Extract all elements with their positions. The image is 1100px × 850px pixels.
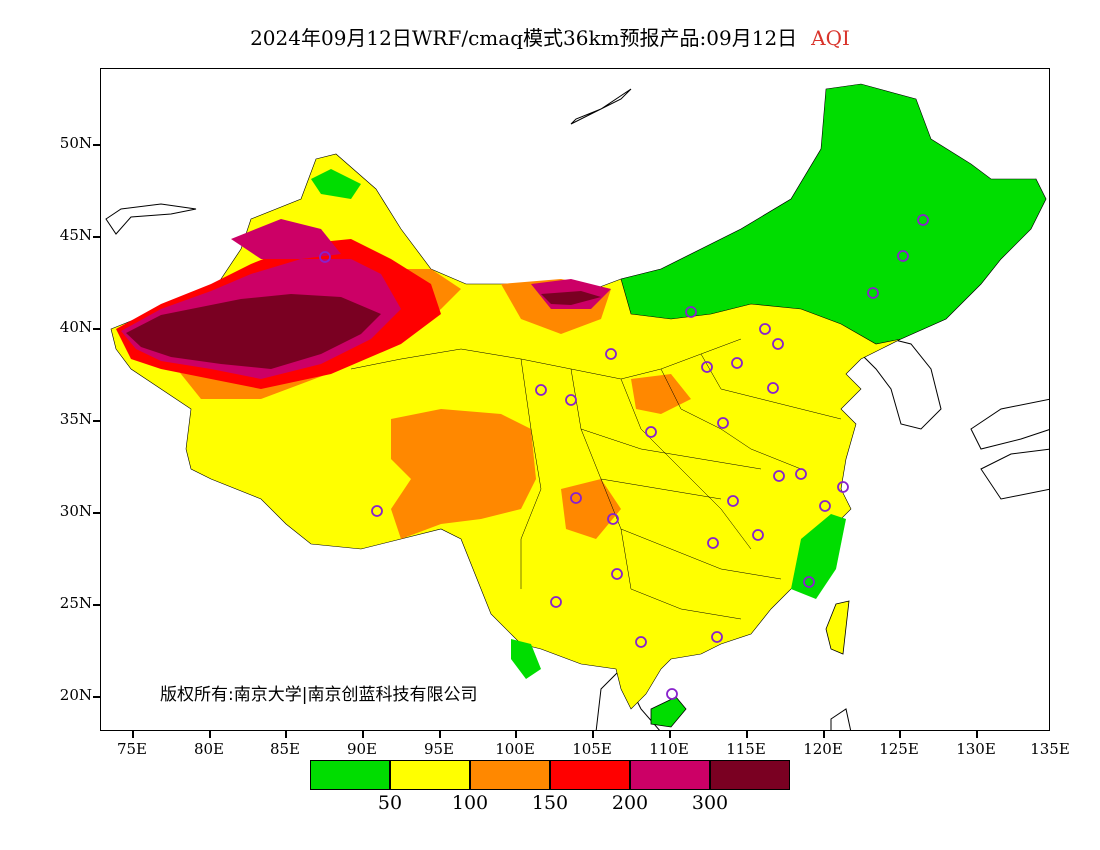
lon-tick: [439, 731, 441, 738]
region-orange-sichuan: [561, 479, 621, 539]
lon-label-80e: 80E: [193, 740, 225, 758]
region-very-unhealthy-north: [231, 219, 341, 259]
map-frame: [100, 68, 1050, 731]
coast-japan-south: [980, 448, 1049, 500]
lat-tick: [93, 512, 100, 514]
lat-tick: [93, 696, 100, 698]
lon-tick: [285, 731, 287, 738]
lat-label-35n: 35N: [59, 410, 92, 428]
legend-swatch-hazardous: [710, 760, 790, 790]
region-good-northwest: [311, 169, 361, 199]
legend-swatch-unhealthy: [550, 760, 630, 790]
legend-swatch-sensitive: [470, 760, 550, 790]
region-orange-tibet: [391, 409, 536, 539]
lon-label-105e: 105E: [572, 740, 612, 758]
legend-label-100: 100: [451, 792, 489, 814]
province-boundaries: [350, 338, 842, 620]
lat-tick: [93, 604, 100, 606]
legend-label-50: 50: [377, 792, 403, 814]
lat-tick: [93, 420, 100, 422]
lon-label-75e: 75E: [116, 740, 148, 758]
map-title-main: 2024年09月12日WRF/cmaq模式36km预报产品:09月12日: [250, 26, 798, 50]
lon-label-95e: 95E: [423, 740, 455, 758]
legend-label-150: 150: [531, 792, 569, 814]
copyright-text: 版权所有:南京大学|南京创蓝科技有限公司: [160, 685, 478, 705]
lon-label-85e: 85E: [269, 740, 301, 758]
lon-tick: [669, 731, 671, 738]
lat-label-45n: 45N: [59, 226, 92, 244]
lat-label-30n: 30N: [59, 502, 92, 520]
lon-tick: [515, 731, 517, 738]
lat-label-50n: 50N: [59, 134, 92, 152]
region-good-northeast: [620, 83, 1047, 345]
lon-tick: [209, 731, 211, 738]
map-title-variable: AQI: [811, 26, 850, 50]
lat-tick: [93, 236, 100, 238]
lon-tick: [976, 731, 978, 738]
legend-label-300: 300: [691, 792, 729, 814]
legend-swatch-very-unhealthy: [630, 760, 710, 790]
region-hazardous-taklamakan: [126, 294, 381, 369]
lon-tick: [592, 731, 594, 738]
lon-tick: [746, 731, 748, 738]
lat-label-25n: 25N: [59, 594, 92, 612]
lon-label-135e: 135E: [1030, 740, 1070, 758]
lon-label-130e: 130E: [956, 740, 996, 758]
lat-tick: [93, 144, 100, 146]
taiwan-island: [825, 600, 850, 655]
lat-tick: [93, 328, 100, 330]
coast-japan: [970, 398, 1049, 450]
lon-tick: [823, 731, 825, 738]
lon-label-115e: 115E: [726, 740, 766, 758]
coast-philippines: [830, 708, 852, 730]
lon-label-110e: 110E: [649, 740, 689, 758]
legend-swatch-good: [310, 760, 390, 790]
lon-tick: [132, 731, 134, 738]
region-orange-central: [631, 374, 691, 414]
lat-label-40n: 40N: [59, 318, 92, 336]
hainan-island: [650, 696, 687, 728]
region-good-southeast: [791, 514, 846, 599]
lon-label-90e: 90E: [346, 740, 378, 758]
region-good-southwest: [511, 639, 541, 679]
legend-label-200: 200: [611, 792, 649, 814]
station-markers: [319, 214, 929, 700]
legend-swatch-moderate: [390, 760, 470, 790]
region-hazardous-gansu: [541, 291, 601, 305]
lon-label-100e: 100E: [495, 740, 535, 758]
lon-tick: [899, 731, 901, 738]
lon-tick: [362, 731, 364, 738]
aqi-map: [105, 83, 1049, 730]
map-title: 2024年09月12日WRF/cmaq模式36km预报产品:09月12日 AQI: [0, 22, 1100, 51]
lon-label-125e: 125E: [879, 740, 919, 758]
coast-kazakhstan: [105, 203, 197, 235]
lon-label-120e: 120E: [803, 740, 843, 758]
coast-korea: [860, 338, 942, 430]
border-line-north: [570, 88, 632, 125]
lat-label-20n: 20N: [59, 686, 92, 704]
